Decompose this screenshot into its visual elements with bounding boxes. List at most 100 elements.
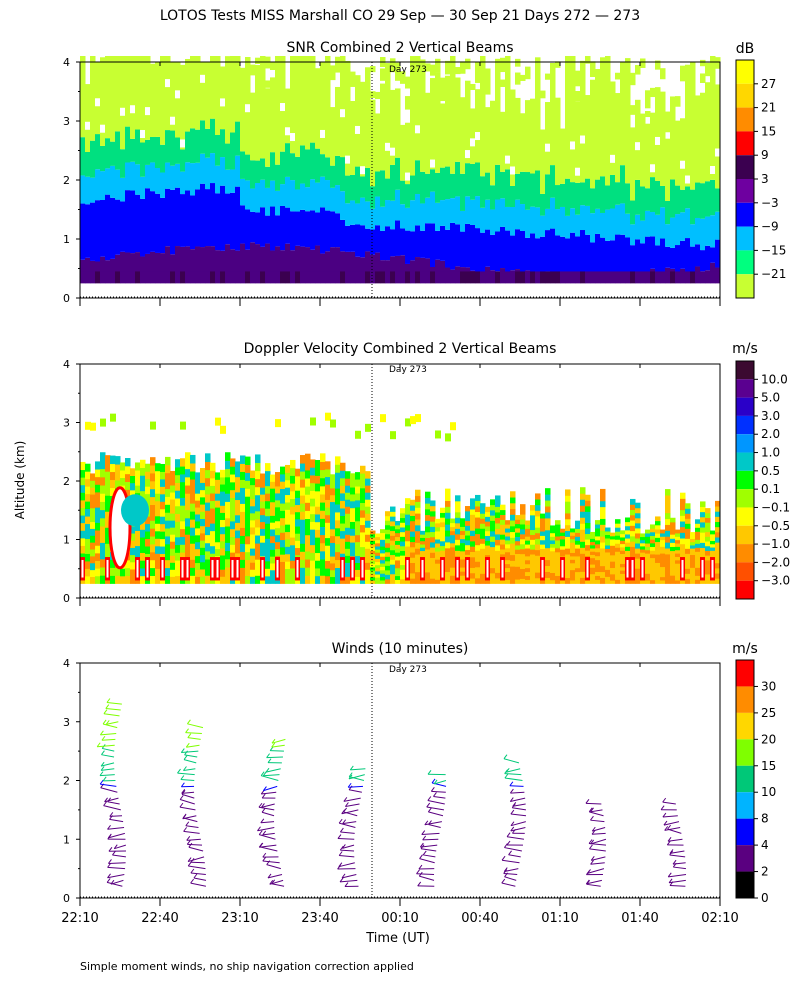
doppler-cell [295,490,301,498]
snr-cell [405,207,411,231]
snr-cell [140,142,146,177]
doppler-cell [630,525,636,532]
snr-cell [665,224,671,247]
doppler-cell [470,551,476,558]
doppler-cell [150,465,156,474]
doppler-cell [685,528,691,534]
doppler-cell [705,522,711,528]
doppler-cell [685,563,691,569]
wind-barb [504,847,522,852]
snr-cell [170,130,176,166]
snr-patch [590,65,596,78]
doppler-cell [185,468,191,478]
doppler-cell [350,480,356,488]
doppler-cell [560,552,566,557]
doppler-cell [140,529,146,538]
doppler-cell [100,575,106,584]
doppler-cell [245,464,251,473]
doppler-cell [220,569,226,577]
wind-barb [180,799,195,805]
snr-cell [640,220,646,244]
wind-barb-flag [104,797,108,803]
doppler-cell [675,559,681,564]
doppler-cell [480,503,486,509]
doppler-cell [545,506,551,513]
doppler-cell [320,518,326,527]
snr-cell [240,151,246,179]
snr-cell [415,160,421,195]
doppler-cell [345,555,351,563]
doppler-cell [130,576,136,584]
doppler-cell [335,503,341,513]
doppler-cell [440,540,446,547]
doppler-cell [610,570,616,575]
doppler-cell [450,579,456,584]
doppler-cell [80,461,86,471]
snr-cell [575,182,581,215]
snr-gap [635,142,641,151]
snr-cell [155,62,161,137]
doppler-cell [230,481,236,491]
wind-barb-flag [590,856,595,861]
doppler-cell [325,537,331,546]
snr-cell [385,178,391,201]
doppler-cell [145,531,151,540]
doppler-cell [355,472,361,480]
doppler-cell [610,548,616,553]
wind-barb [261,811,275,817]
doppler-cell [380,546,386,550]
doppler-cell [525,575,531,580]
doppler-cell [200,489,206,498]
doppler-cell [405,578,411,584]
doppler-cell [145,478,151,487]
doppler-cell [345,506,351,514]
snr-cell [355,256,361,284]
doppler-cell [620,576,626,581]
doppler-cell [430,557,436,564]
doppler-cell [365,548,371,556]
wind-barb [183,759,197,764]
doppler-cell [315,552,321,561]
wind-barb [423,854,436,858]
doppler-cell [595,567,601,573]
doppler-cell [175,513,181,522]
doppler-cell [210,515,216,524]
doppler-cell [665,518,671,525]
snr-cell [560,206,566,237]
doppler-cell [220,533,226,542]
snr-cell [365,201,371,229]
wind-barb-flag [190,878,195,884]
doppler-cell [635,512,641,519]
doppler-cell [580,559,586,566]
snr-surface [555,271,561,284]
doppler-cell [435,543,441,548]
snr-cell [215,134,221,166]
doppler-cell [385,547,391,553]
doppler-cell [575,540,581,545]
snr-patch [425,63,431,72]
doppler-cell [595,520,601,525]
snr-cell [615,204,621,235]
snr-cell [360,197,366,226]
doppler-cell [600,542,606,549]
doppler-cell [240,503,246,512]
doppler-cell [490,572,496,579]
doppler-cell [345,548,351,556]
doppler-cell [465,539,471,546]
doppler-cell [445,571,451,578]
doppler-cell [535,577,541,584]
doppler-cell [490,567,496,574]
doppler-cell [665,542,671,549]
doppler-cell [380,529,386,534]
doppler-cell [190,575,196,584]
snr-gap [510,166,516,175]
snr-cell [680,212,686,241]
snr-patch [445,60,451,75]
doppler-cell [495,544,501,551]
snr-gap [470,138,476,147]
doppler-cell [330,487,336,496]
doppler-cell [560,532,566,537]
doppler-cell [605,531,611,536]
doppler-cell [460,542,466,548]
snr-cell [155,252,161,284]
